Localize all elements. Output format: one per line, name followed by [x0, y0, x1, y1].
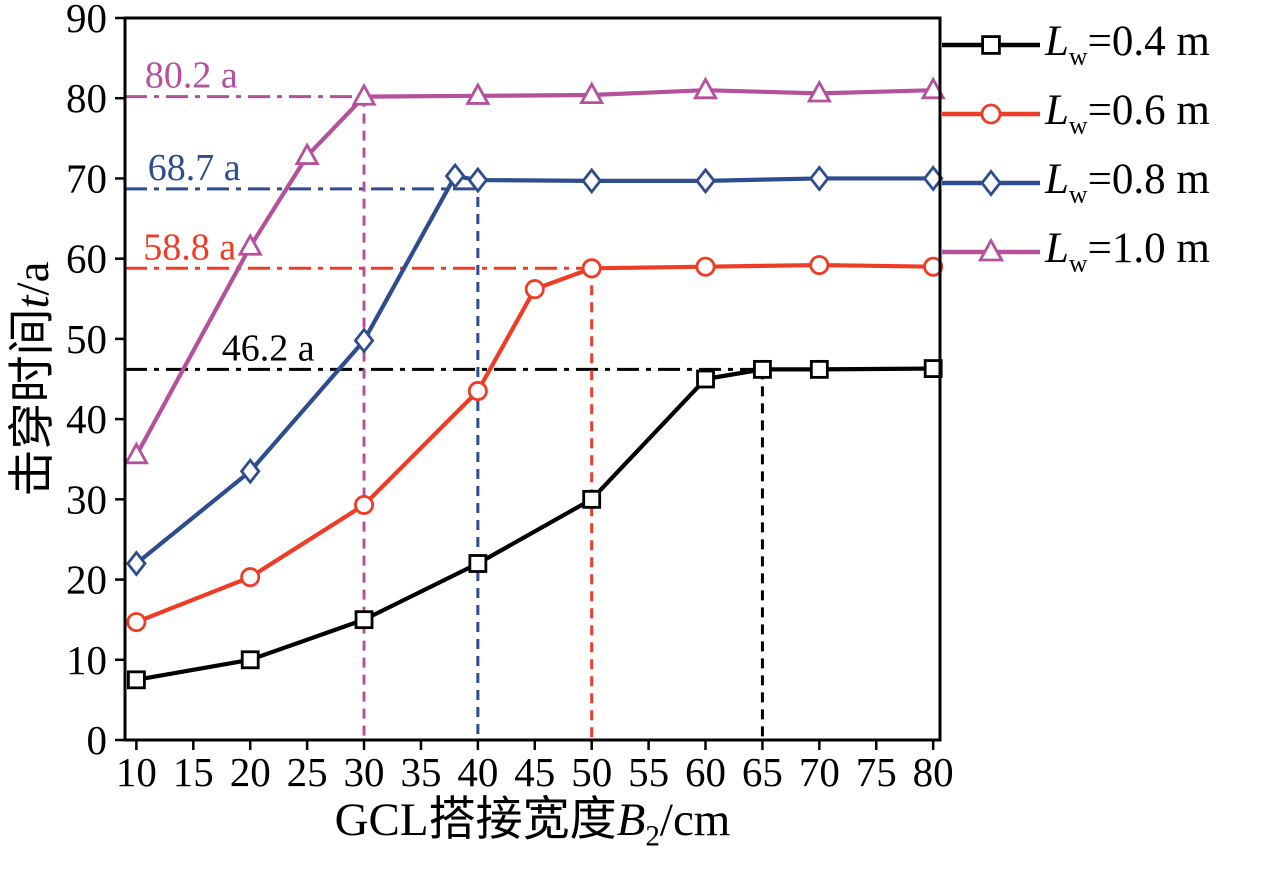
- series-marker-lw-0-8: [444, 162, 466, 190]
- series-marker-lw-0-6: [467, 381, 488, 402]
- series-marker-lw-0-4: [809, 359, 829, 379]
- y-axis-label-variable: t: [7, 295, 59, 309]
- x-axis-label-variable: B: [616, 794, 646, 846]
- x-tick-label: 60: [685, 749, 726, 795]
- y-tick-label: 40: [66, 396, 107, 442]
- legend-label-lw-1-0: Lw=1.0 m: [1045, 225, 1210, 278]
- series-marker-lw-1-0: [237, 232, 263, 256]
- series-marker-lw-0-4: [354, 610, 374, 630]
- x-tick-label: 75: [856, 749, 897, 795]
- series-line-lw-0-6: [134, 262, 936, 625]
- y-tick-label: 50: [66, 316, 107, 362]
- y-tick-label: 10: [66, 637, 107, 683]
- series-marker-lw-1-0: [465, 82, 491, 105]
- legend: Lw=0.4 m Lw=0.6 m Lw=0.8 m Lw=1.0 m: [941, 10, 1210, 286]
- x-tick-label: 55: [628, 749, 669, 795]
- legend-diamond-icon: [942, 168, 1040, 197]
- series-line-lw-0-4: [134, 366, 936, 682]
- legend-marker-lw-1-0: [977, 237, 1005, 261]
- series-marker-lw-0-4: [696, 369, 715, 389]
- series-marker-lw-1-0: [692, 76, 719, 100]
- series-marker-lw-0-8: [239, 457, 261, 485]
- threshold-label: 80.2 a: [145, 55, 238, 97]
- x-tick-label: 20: [230, 749, 271, 795]
- threshold-label: 46.2 a: [222, 327, 315, 369]
- series-marker-lw-1-0: [806, 79, 832, 103]
- legend-marker-lw-0-4: [981, 34, 1001, 55]
- y-axis-label-unit: /a: [7, 261, 59, 296]
- y-tick-label: 20: [66, 557, 107, 603]
- series-marker-lw-1-0: [351, 82, 377, 106]
- x-axis-label-subscript: 2: [645, 820, 660, 853]
- series-marker-lw-0-6: [240, 567, 261, 588]
- series-marker-lw-1-0: [294, 142, 320, 165]
- series-marker-lw-0-8: [581, 167, 603, 195]
- series-marker-lw-1-0: [123, 441, 149, 465]
- legend-item-lw-0-4: Lw=0.4 m: [941, 10, 1210, 79]
- legend-label-lw-0-6: Lw=0.6 m: [1045, 87, 1210, 140]
- series-marker-lw-0-4: [240, 650, 260, 670]
- x-axis-label: GCL搭接宽度B2/cm: [125, 780, 940, 853]
- x-tick-label: 45: [514, 749, 555, 795]
- series-marker-lw-0-8: [467, 166, 489, 194]
- x-axis-label-unit: /cm: [659, 794, 731, 846]
- y-tick-label: 70: [66, 155, 107, 201]
- x-tick-label: 35: [400, 749, 441, 795]
- y-axis-label-text: 击穿时间: [7, 308, 59, 497]
- series-marker-lw-0-4: [753, 359, 772, 379]
- series-marker-lw-0-8: [126, 550, 147, 577]
- y-tick-label: 0: [87, 717, 108, 763]
- series-marker-lw-0-8: [808, 165, 830, 192]
- x-tick-label: 25: [287, 749, 328, 795]
- threshold-label: 58.8 a: [143, 226, 236, 268]
- x-tick-label: 50: [571, 749, 612, 795]
- x-tick-label: 15: [173, 749, 214, 795]
- series-marker-lw-0-6: [923, 256, 944, 277]
- series-marker-lw-0-8: [353, 327, 375, 354]
- legend-item-lw-0-6: Lw=0.6 m: [941, 79, 1210, 148]
- x-tick-label: 80: [913, 749, 954, 795]
- x-tick-label: 65: [742, 749, 783, 795]
- x-tick-label: 10: [116, 749, 157, 795]
- series-marker-lw-0-4: [582, 489, 602, 509]
- y-tick-label: 90: [66, 0, 107, 41]
- series-marker-lw-0-6: [581, 258, 602, 279]
- x-tick-label: 70: [799, 749, 840, 795]
- series-marker-lw-0-4: [468, 554, 488, 573]
- threshold-label: 68.7 a: [148, 147, 241, 189]
- legend-label-lw-0-4: Lw=0.4 m: [1045, 18, 1210, 71]
- series-marker-lw-0-8: [695, 167, 716, 195]
- series-marker-lw-1-0: [579, 81, 605, 105]
- series-marker-lw-0-4: [126, 670, 146, 690]
- x-axis-label-text: GCL搭接宽度: [334, 794, 617, 846]
- series-marker-lw-0-6: [809, 255, 830, 276]
- series-marker-lw-1-0: [920, 76, 946, 100]
- y-axis-label: 击穿时间t/a: [3, 179, 63, 579]
- series-marker-lw-0-6: [126, 612, 147, 633]
- legend-marker-lw-0-6: [980, 103, 1002, 124]
- y-tick-label: 30: [66, 476, 107, 522]
- y-tick-label: 60: [66, 236, 107, 282]
- legend-triangle-icon: [942, 237, 1040, 261]
- series-marker-lw-0-6: [695, 256, 716, 277]
- legend-item-lw-1-0: Lw=1.0 m: [941, 217, 1210, 286]
- legend-item-lw-0-8: Lw=0.8 m: [941, 148, 1210, 217]
- y-tick-label: 80: [66, 75, 107, 121]
- plot-frame: [123, 16, 942, 742]
- legend-square-icon: [942, 34, 1040, 55]
- series-marker-lw-0-6: [354, 494, 375, 515]
- legend-circle-icon: [942, 103, 1040, 124]
- x-tick-label: 40: [457, 749, 498, 795]
- series-marker-lw-0-6: [524, 279, 545, 300]
- x-tick-label: 30: [344, 749, 385, 795]
- legend-label-lw-0-8: Lw=0.8 m: [1045, 156, 1210, 209]
- legend-marker-lw-0-8: [980, 168, 1002, 197]
